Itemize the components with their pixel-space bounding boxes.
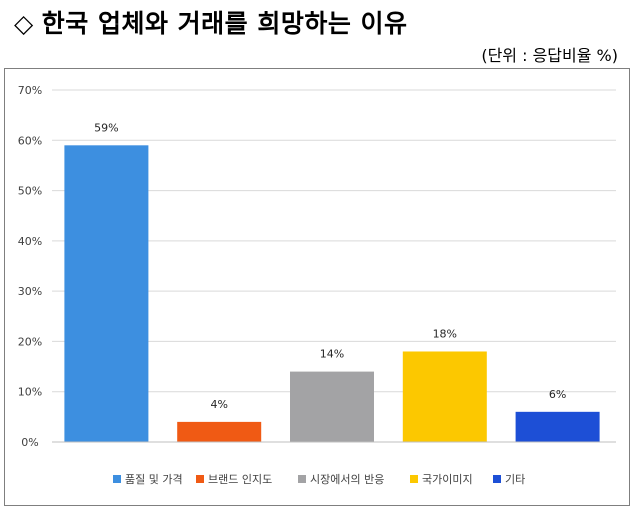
legend-label: 품질 및 가격: [125, 473, 183, 486]
y-tick-label: 40%: [18, 235, 42, 248]
unit-label: (단위 : 응답비율 %): [481, 46, 618, 65]
data-label: 59%: [94, 121, 118, 134]
legend-label: 기타: [505, 473, 525, 486]
y-tick-label: 70%: [18, 84, 42, 97]
y-tick-label: 0%: [21, 436, 38, 449]
data-label: 18%: [433, 327, 457, 340]
y-tick-label: 20%: [18, 335, 42, 348]
y-tick-label: 50%: [18, 185, 42, 198]
data-label: 14%: [320, 348, 344, 361]
y-tick-label: 30%: [18, 285, 42, 298]
diamond-icon: ◇: [14, 9, 34, 38]
bar: [515, 411, 600, 442]
legend-swatch: [493, 475, 501, 483]
bar: [290, 371, 374, 442]
y-tick-label: 10%: [18, 386, 42, 399]
legend-swatch: [298, 475, 306, 483]
data-label: 4%: [210, 398, 227, 411]
legend-label: 국가이미지: [422, 473, 473, 486]
legend-swatch: [113, 475, 121, 483]
chart-title: ◇ 한국 업체와 거래를 희망하는 이유: [14, 4, 408, 40]
bar: [402, 351, 487, 442]
y-tick-label: 60%: [18, 134, 42, 147]
legend-swatch: [410, 475, 418, 483]
chart-title-text: 한국 업체와 거래를 희망하는 이유: [41, 9, 408, 38]
bar: [64, 145, 149, 443]
data-label: 6%: [549, 388, 566, 401]
legend-label: 브랜드 인지도: [208, 473, 272, 486]
legend-swatch: [196, 475, 204, 483]
bar: [177, 421, 262, 442]
legend-label: 시장에서의 반응: [310, 473, 384, 486]
